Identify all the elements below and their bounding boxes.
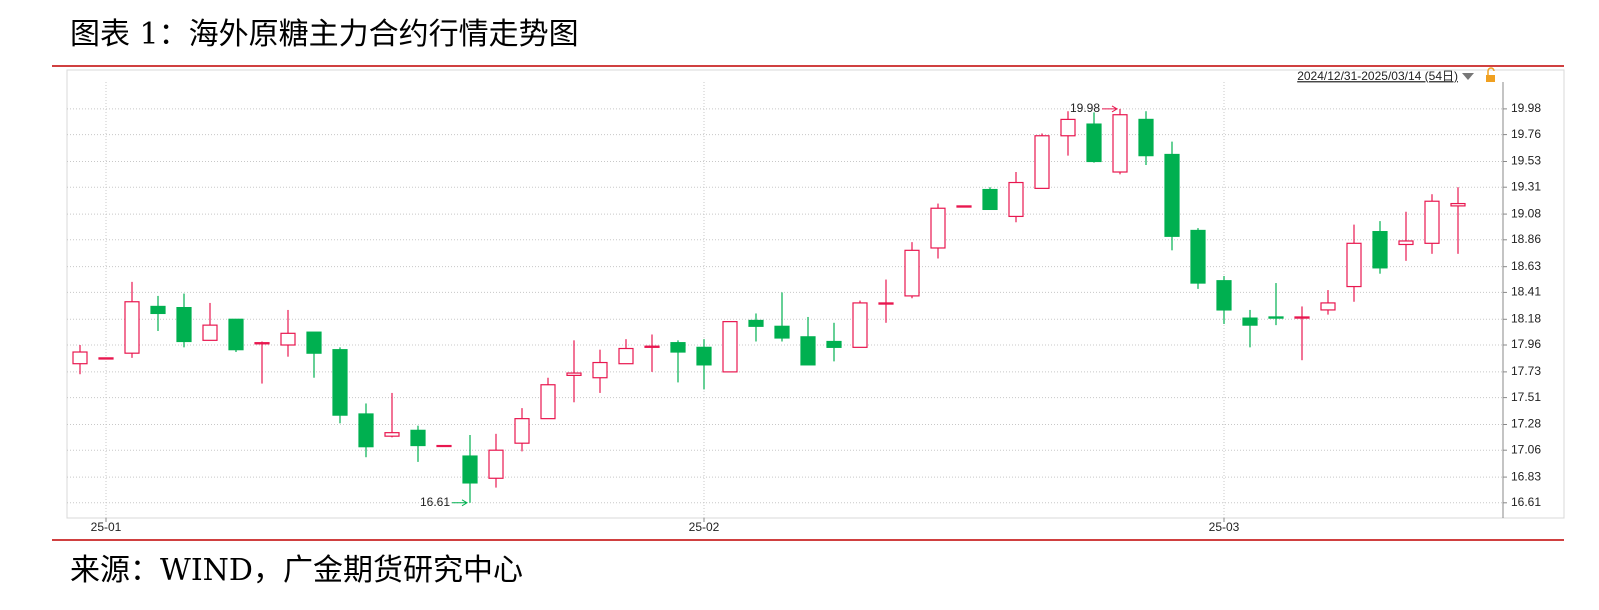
candle-body bbox=[1060, 118, 1076, 137]
candle-body bbox=[878, 302, 894, 305]
source-note: 来源：WIND，广金期货研究中心 bbox=[70, 553, 523, 588]
candle-body bbox=[618, 347, 634, 365]
candle-body bbox=[488, 449, 504, 479]
x-tick-label: 25-01 bbox=[91, 520, 122, 534]
candle-body bbox=[670, 342, 686, 353]
candle-body bbox=[228, 318, 244, 351]
candle-body bbox=[566, 372, 582, 376]
candle-body bbox=[904, 249, 920, 297]
candle-body bbox=[696, 346, 712, 366]
y-tick-label: 18.63 bbox=[1511, 259, 1541, 273]
candle-body bbox=[124, 301, 140, 354]
candle-body bbox=[1034, 135, 1050, 189]
candle-body bbox=[72, 351, 88, 365]
y-tick-label: 17.06 bbox=[1511, 442, 1541, 456]
candle-body bbox=[852, 302, 868, 348]
candle-body bbox=[1190, 229, 1206, 284]
y-tick-label: 17.51 bbox=[1511, 390, 1541, 404]
candle-body bbox=[358, 413, 374, 448]
candle-body bbox=[436, 444, 452, 448]
candle-body bbox=[748, 319, 764, 327]
y-tick-label: 17.96 bbox=[1511, 337, 1541, 351]
candle-body bbox=[410, 429, 426, 447]
candle-body bbox=[1164, 153, 1180, 237]
x-tick-label: 25-02 bbox=[689, 520, 720, 534]
y-tick-label: 18.41 bbox=[1511, 285, 1541, 299]
candle-body bbox=[150, 305, 166, 315]
candle-body bbox=[826, 340, 842, 348]
lock-icon[interactable] bbox=[1486, 75, 1495, 82]
lock-shackle bbox=[1487, 67, 1495, 75]
candle-body bbox=[1320, 302, 1336, 311]
max-arrow bbox=[1102, 105, 1118, 113]
candle-body bbox=[176, 306, 192, 343]
candle-body bbox=[1294, 316, 1310, 319]
candle-body bbox=[98, 357, 114, 360]
candle-body bbox=[1086, 123, 1102, 163]
candle-body bbox=[592, 361, 608, 379]
candle-body bbox=[930, 207, 946, 249]
candle-body bbox=[1398, 240, 1414, 246]
page-title: 图表 1：海外原糖主力合约行情走势图 bbox=[70, 17, 579, 52]
candle-body bbox=[1112, 114, 1128, 173]
y-tick-label: 16.61 bbox=[1511, 495, 1541, 509]
candle-body bbox=[1424, 200, 1440, 244]
candle-body bbox=[514, 418, 530, 444]
y-tick-label: 19.76 bbox=[1511, 127, 1541, 141]
candle-body bbox=[956, 205, 972, 208]
candle-body bbox=[1268, 316, 1284, 319]
y-tick-label: 19.31 bbox=[1511, 179, 1541, 193]
candle-body bbox=[202, 324, 218, 341]
y-tick-label: 18.18 bbox=[1511, 311, 1541, 325]
y-tick-label: 19.98 bbox=[1511, 101, 1541, 115]
y-tick-label: 17.73 bbox=[1511, 364, 1541, 378]
candle-body bbox=[1242, 317, 1258, 326]
y-tick-label: 19.08 bbox=[1511, 206, 1541, 220]
candle-body bbox=[722, 321, 738, 373]
y-tick-label: 18.86 bbox=[1511, 232, 1541, 246]
candle-body bbox=[384, 432, 400, 437]
candle-body bbox=[1138, 118, 1154, 157]
candle-body bbox=[254, 342, 270, 345]
candle-body bbox=[540, 384, 556, 420]
candle-body bbox=[800, 336, 816, 366]
max-annotation: 19.98 bbox=[1070, 101, 1100, 115]
candle-body bbox=[280, 332, 296, 346]
candle-body bbox=[306, 331, 322, 354]
candle-body bbox=[1008, 181, 1024, 218]
range-dropdown[interactable] bbox=[1462, 73, 1474, 80]
chart-frame bbox=[66, 69, 1565, 519]
y-tick-label: 16.83 bbox=[1511, 469, 1541, 483]
candle-body bbox=[1216, 280, 1232, 311]
candle-body bbox=[644, 345, 660, 348]
x-tick-label: 25-03 bbox=[1209, 520, 1240, 534]
candle-body bbox=[982, 188, 998, 211]
y-tick-label: 19.53 bbox=[1511, 154, 1541, 168]
min-annotation: 16.61 bbox=[420, 495, 450, 509]
date-range[interactable]: 2024/12/31-2025/03/14 (54日) bbox=[1297, 69, 1458, 83]
candle-body bbox=[462, 455, 478, 484]
candle-body bbox=[1450, 202, 1466, 207]
candle-body bbox=[1346, 242, 1362, 288]
candle-body bbox=[774, 325, 790, 339]
candle-body bbox=[332, 349, 348, 416]
y-tick-label: 17.28 bbox=[1511, 417, 1541, 431]
candle-body bbox=[1372, 231, 1388, 269]
min-arrow bbox=[452, 499, 468, 507]
